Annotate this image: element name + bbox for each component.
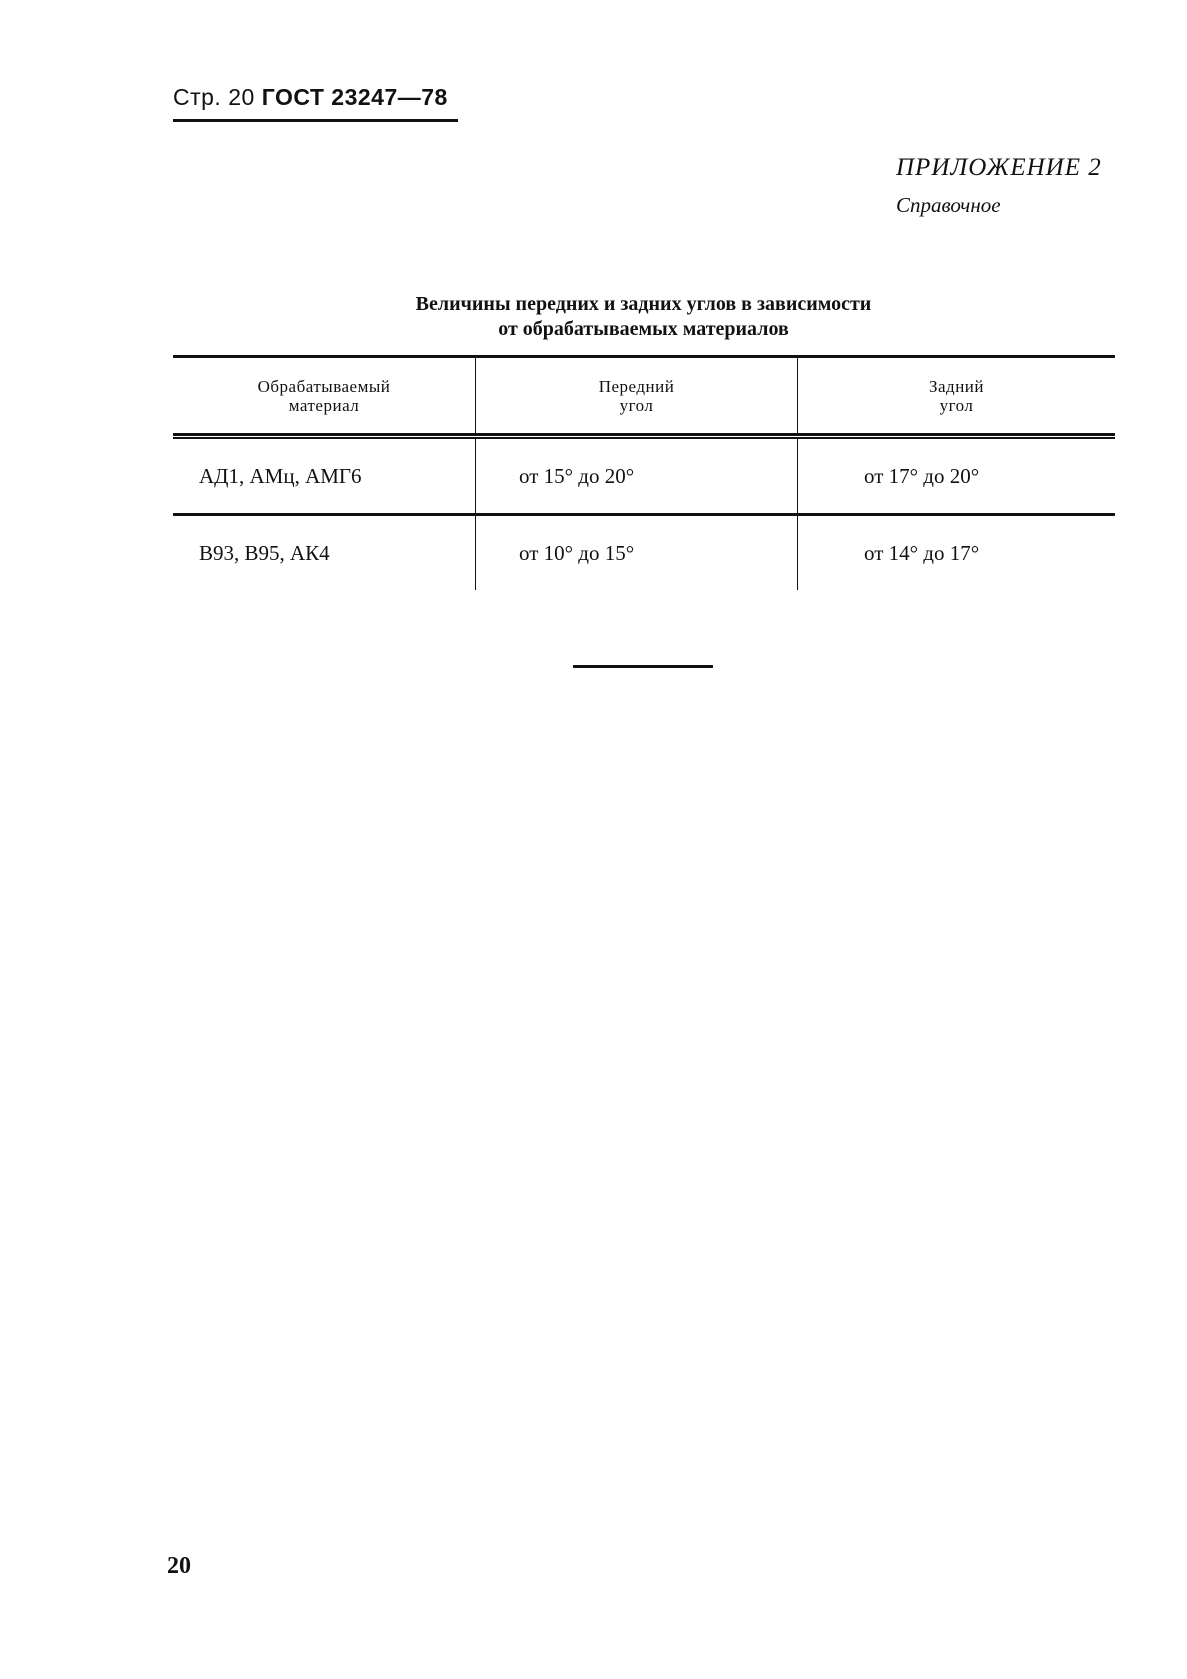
cell-rake-angle: от 15° до 20° <box>476 439 798 513</box>
column-header-rake-angle: Передний угол <box>476 358 798 433</box>
table-row: В93, В95, АК4 от 10° до 15° от 14° до 17… <box>173 516 1115 590</box>
column-header-material: Обрабатываемый материал <box>173 358 476 433</box>
table-title: Величины передних и задних углов в завис… <box>173 292 1114 342</box>
cell-clearance-angle: от 17° до 20° <box>864 463 980 488</box>
header-rule <box>173 119 458 122</box>
table-title-line-1: Величины передних и задних углов в завис… <box>415 293 872 315</box>
page-prefix: Стр. 20 <box>173 84 255 110</box>
appendix-label: ПРИЛОЖЕНИЕ 2 <box>896 154 1102 181</box>
standard-number: ГОСТ 23247—78 <box>261 84 448 110</box>
running-header: Стр. 20 ГОСТ 23247—78 <box>173 84 448 111</box>
angles-table: Обрабатываемый материал Передний угол Задн… <box>173 355 1115 590</box>
row-rule <box>173 513 1115 516</box>
cell-material: АД1, АМц, АМГ6 <box>173 439 476 513</box>
column-header-clearance-angle: Задний угол <box>928 376 984 415</box>
cell-material: В93, В95, АК4 <box>173 516 476 590</box>
table-row: АД1, АМц, АМГ6 от 15° до 20° от 17° до 2… <box>173 439 1115 513</box>
table-top-rule <box>173 355 1115 358</box>
cell-clearance-angle: от 14° до 17° <box>864 540 980 565</box>
appendix-type: Справочное <box>896 193 1001 217</box>
header-double-rule <box>173 433 1115 439</box>
end-rule <box>573 665 713 668</box>
cell-rake-angle: от 10° до 15° <box>476 516 798 590</box>
table-title-line-2: от обрабатываемых материалов <box>498 318 789 340</box>
page-number: 20 <box>167 1553 191 1579</box>
table-header-row: Обрабатываемый материал Передний угол Задн… <box>173 358 1115 433</box>
